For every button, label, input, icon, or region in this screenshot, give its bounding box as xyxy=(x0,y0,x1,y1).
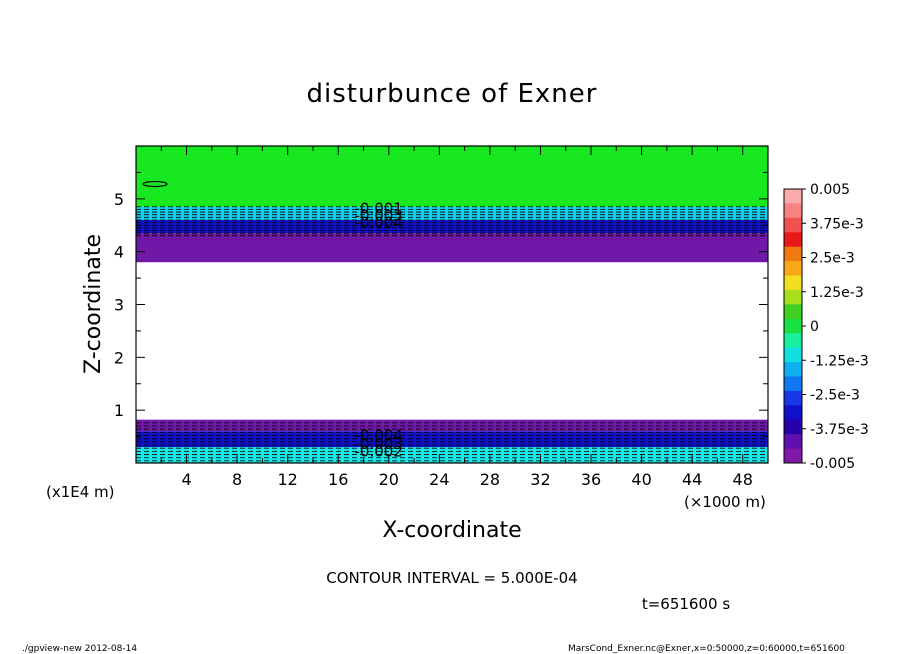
y-unit-label: (x1E4 m) xyxy=(46,483,115,501)
x-axis-title: X-coordinate xyxy=(382,518,521,543)
colorbar-segment xyxy=(784,318,802,334)
contour-loop xyxy=(142,180,168,188)
y-axis-title: Z-coordinate xyxy=(81,234,106,374)
footer-left: ./gpview-new 2012-08-14 xyxy=(22,644,137,654)
colorbar-label: 2.5e-3 xyxy=(810,251,855,267)
colorbar-segment xyxy=(784,289,802,305)
colorbar-segment xyxy=(784,434,802,450)
colorbar-segment xyxy=(784,232,802,248)
contour-label: -0.002 xyxy=(355,442,403,460)
time-label: t=651600 s xyxy=(642,595,730,613)
contour-band xyxy=(136,146,768,207)
x-tick-label: 48 xyxy=(733,470,753,489)
x-tick-label: 8 xyxy=(232,470,242,489)
y-tick-label: 2 xyxy=(114,348,124,367)
x-tick-label: 44 xyxy=(682,470,702,489)
colorbar-segment xyxy=(784,333,802,349)
colorbar-segment xyxy=(784,217,802,233)
contour-band xyxy=(136,206,768,220)
plot-area: -0.001-0.003-0.004-0.004-0.003-0.002 xyxy=(136,146,768,463)
colorbar-segment xyxy=(784,362,802,377)
colorbar-label: 1.25e-3 xyxy=(810,285,864,301)
x-tick-label: 32 xyxy=(530,470,550,489)
chart-title: disturbunce of Exner xyxy=(307,79,598,109)
contour-label: -0.004 xyxy=(355,214,403,232)
colorbar-segment xyxy=(784,448,802,464)
y-tick-label: 5 xyxy=(114,190,124,209)
x-unit-label: (×1000 m) xyxy=(684,493,766,511)
x-tick-label: 12 xyxy=(278,470,298,489)
contour-interval: CONTOUR INTERVAL = 5.000E-04 xyxy=(326,569,577,587)
x-tick-label: 16 xyxy=(328,470,348,489)
colorbar-segment xyxy=(784,376,802,392)
x-tick-label: 20 xyxy=(379,470,399,489)
contour-label: -0.001 xyxy=(355,199,403,217)
colorbar-segment xyxy=(784,203,802,219)
contour-label: -0.004 xyxy=(355,427,403,445)
y-axis: 1 2 3 4 5 xyxy=(114,171,768,438)
y-tick-label: 3 xyxy=(114,296,124,315)
colorbar-segment xyxy=(784,189,802,204)
colorbar-segment xyxy=(784,390,802,406)
colorbar-segment xyxy=(784,261,802,277)
colorbar-label: -0.005 xyxy=(810,456,855,472)
colorbar-segment xyxy=(784,246,802,262)
y-tick-label: 4 xyxy=(114,243,124,262)
colorbar-segment xyxy=(784,304,802,320)
x-tick-label: 24 xyxy=(429,470,449,489)
colorbar-segment xyxy=(784,405,802,421)
colorbar: 0.005 3.75e-3 2.5e-3 1.25e-3 0 -1.25e-3 -2.5e-… xyxy=(783,182,869,472)
y-tick-label: 1 xyxy=(114,401,124,420)
colorbar-segment xyxy=(784,275,802,291)
x-tick-label: 4 xyxy=(181,470,191,489)
contour-band xyxy=(136,219,768,234)
x-tick-label: 28 xyxy=(480,470,500,489)
x-axis: 4 8 12 16 20 24 28 32 36 40 44 48 xyxy=(160,146,769,489)
colorbar-label: -2.5e-3 xyxy=(810,388,860,404)
contour-label: -0.003 xyxy=(355,435,403,453)
footer-right: MarsCond_Exner.nc@Exner,x=0:50000,z=0:60… xyxy=(568,644,845,654)
colorbar-segment xyxy=(784,347,802,363)
contour-band xyxy=(136,419,768,432)
colorbar-segment xyxy=(784,419,802,435)
contour-label: -0.003 xyxy=(355,207,403,225)
x-tick-label: 40 xyxy=(631,470,651,489)
colorbar-label: -1.25e-3 xyxy=(810,353,869,369)
colorbar-label: -3.75e-3 xyxy=(810,422,869,438)
colorbar-label: 0.005 xyxy=(810,182,850,198)
colorbar-label: 3.75e-3 xyxy=(810,216,864,232)
colorbar-label: 0 xyxy=(810,319,819,335)
x-tick-label: 36 xyxy=(581,470,601,489)
contour-band xyxy=(136,233,768,263)
